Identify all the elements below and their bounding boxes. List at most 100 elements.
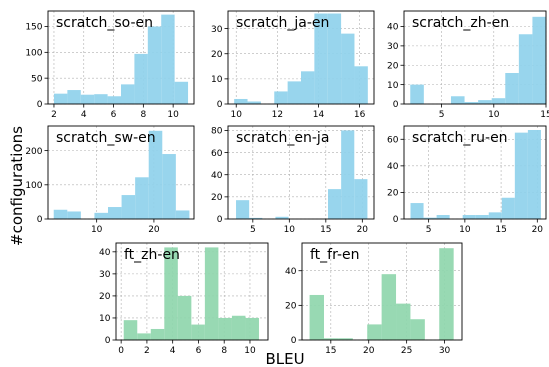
scratch-en-ja-y-tick-label: 80 bbox=[211, 127, 223, 137]
scratch-en-ja-y-tick-label: 40 bbox=[211, 171, 223, 181]
scratch-sw-en-axes-frame bbox=[47, 125, 195, 220]
scratch-zh-en-bar bbox=[532, 16, 546, 104]
ft-zh-en-y-tick-label: 0 bbox=[105, 336, 111, 346]
scratch-ja-en-bar bbox=[327, 13, 342, 104]
scratch-sw-en-bar bbox=[175, 210, 190, 219]
scratch-zh-en-bar bbox=[410, 84, 424, 104]
scratch-en-ja-bar bbox=[236, 200, 250, 219]
ft-fr-en-bar bbox=[323, 338, 339, 340]
panel-ft-zh-en: 0 2 4 6 8 10 0 10 20 30 40 ft_zh-en bbox=[99, 242, 269, 356]
scratch-sw-en-bars bbox=[53, 130, 190, 219]
ft-fr-en-bar bbox=[367, 324, 382, 340]
scratch-ja-en-bar bbox=[301, 71, 315, 104]
ft-fr-en-title: ft_fr-en bbox=[310, 247, 360, 263]
scratch-en-ja-title: scratch_en-ja bbox=[236, 130, 329, 146]
panel-scratch-ja-en: 10 12 14 16 0 10 20 30 scratch_ja-en bbox=[211, 10, 375, 120]
scratch-ru-en-axes-frame bbox=[403, 125, 547, 220]
ft-zh-en-y-tick-label: 30 bbox=[99, 270, 111, 280]
scratch-ru-en-bar bbox=[488, 212, 502, 219]
ft-zh-en-bar bbox=[123, 320, 138, 340]
ft-zh-en-bar bbox=[177, 295, 192, 340]
scratch-so-en-x-tick-label: 10 bbox=[167, 110, 179, 120]
scratch-so-en-x-tick-label: 4 bbox=[81, 110, 87, 120]
scratch-so-en-bar bbox=[94, 94, 108, 104]
scratch-ru-en-title: scratch_ru-en bbox=[412, 130, 508, 146]
scratch-ru-en-x-tick-label: 20 bbox=[532, 225, 544, 235]
scratch-sw-en-bar bbox=[121, 195, 136, 219]
ft-zh-en-x-tick-label: 2 bbox=[144, 346, 150, 356]
scratch-zh-en-bar bbox=[450, 96, 465, 104]
scratch-ru-en-bar bbox=[436, 215, 450, 219]
scratch-ru-en-y-tick-label: 0 bbox=[393, 215, 399, 225]
scratch-so-en-x-tick-label: 6 bbox=[111, 110, 117, 120]
scratch-en-ja-bar bbox=[354, 179, 368, 219]
scratch-so-en-bar bbox=[134, 53, 148, 104]
ft-zh-en-bar bbox=[164, 247, 178, 340]
ft-zh-en-y-tick-label: 20 bbox=[99, 292, 111, 302]
scratch-zh-en-y-tick-label: 30 bbox=[387, 42, 399, 52]
scratch-ru-en-bar bbox=[527, 129, 541, 219]
ft-zh-en-bar bbox=[191, 324, 205, 340]
scratch-ru-en-bar bbox=[423, 217, 437, 219]
ft-fr-en-bar bbox=[439, 248, 454, 340]
scratch-zh-en-y-tick-label: 40 bbox=[387, 23, 399, 33]
scratch-en-ja-x-tick-label: 20 bbox=[357, 225, 369, 235]
scratch-ja-en-bar bbox=[234, 98, 248, 104]
scratch-sw-en-bar bbox=[67, 211, 81, 219]
scratch-ja-en-x-tick-label: 16 bbox=[354, 110, 366, 120]
ft-zh-en-x-tick-label: 0 bbox=[118, 346, 124, 356]
scratch-ja-en-title: scratch_ja-en bbox=[236, 15, 329, 31]
ft-zh-en-bar bbox=[245, 317, 259, 340]
scratch-so-en-bar bbox=[174, 81, 189, 104]
scratch-sw-en-title: scratch_sw-en bbox=[56, 130, 156, 146]
scratch-zh-en-title: scratch_zh-en bbox=[412, 15, 509, 31]
scratch-so-en-y-tick-label: 0 bbox=[37, 100, 43, 110]
panel-scratch-ru-en: 5 10 15 20 0 20 40 60 scratch_ru-en bbox=[387, 125, 547, 235]
scratch-zh-en-bar bbox=[518, 34, 533, 104]
scratch-so-en-title: scratch_so-en bbox=[56, 15, 153, 31]
scratch-zh-en-axes-frame bbox=[403, 10, 547, 105]
scratch-ja-en-bar bbox=[314, 13, 328, 104]
scratch-sw-en-bar bbox=[162, 154, 176, 219]
panel-ft-fr-en: 15 20 25 30 0 20 40 ft_fr-en bbox=[285, 242, 463, 356]
scratch-zh-en-bar bbox=[464, 102, 479, 104]
figure-y-axis-label: #configurations bbox=[8, 126, 26, 246]
ft-zh-en-x-tick-label: 6 bbox=[196, 346, 202, 356]
scratch-ru-en-bars bbox=[410, 129, 541, 219]
scratch-so-en-bar bbox=[107, 96, 121, 104]
scratch-ru-en-bar bbox=[514, 132, 528, 219]
ft-fr-en-bar bbox=[410, 319, 425, 340]
scratch-en-ja-x-tick-label: 5 bbox=[250, 225, 256, 235]
scratch-ja-en-x-tick-label: 12 bbox=[272, 110, 283, 120]
scratch-zh-en-x-tick-label: 15 bbox=[540, 110, 549, 120]
ft-fr-en-y-tick-label: 0 bbox=[291, 336, 297, 346]
ft-fr-en-bars bbox=[309, 248, 454, 340]
scratch-so-en-x-tick-label: 8 bbox=[140, 110, 146, 120]
scratch-ru-en-bar bbox=[462, 215, 476, 219]
scratch-ru-en-bar bbox=[475, 215, 489, 219]
scratch-ru-en-x-tick-label: 15 bbox=[495, 225, 506, 235]
scratch-ja-en-y-tick-label: 30 bbox=[211, 25, 223, 35]
scratch-ja-en-bar bbox=[247, 101, 261, 104]
scratch-so-en-x-tick-label: 2 bbox=[51, 110, 57, 120]
ft-fr-en-bar bbox=[309, 294, 324, 340]
ft-zh-en-bar bbox=[231, 315, 246, 340]
ft-fr-en-x-tick-label: 30 bbox=[439, 346, 451, 356]
panel-scratch-zh-en: 5 10 15 0 10 20 30 40 scratch_zh-en bbox=[387, 10, 549, 120]
ft-zh-en-axes-frame bbox=[115, 242, 269, 341]
scratch-ru-en-x-tick-label: 10 bbox=[459, 225, 471, 235]
scratch-sw-en-bar bbox=[108, 207, 122, 219]
scratch-ja-en-bar bbox=[354, 66, 368, 104]
scratch-zh-en-x-tick-label: 5 bbox=[439, 110, 445, 120]
panel-scratch-en-ja: 5 10 15 20 0 20 40 60 80 scratch_en-ja bbox=[211, 125, 375, 235]
scratch-en-ja-x-tick-label: 10 bbox=[284, 225, 296, 235]
scratch-ja-en-axes-frame bbox=[227, 10, 375, 105]
scratch-ru-en-bar bbox=[410, 203, 424, 219]
scratch-so-en-bar bbox=[53, 93, 68, 104]
scratch-so-en-y-tick-label: 100 bbox=[25, 49, 42, 59]
scratch-ja-en-bar bbox=[341, 33, 355, 104]
scratch-en-ja-bar bbox=[328, 189, 342, 219]
ft-zh-en-bar bbox=[218, 317, 232, 340]
ft-zh-en-x-tick-label: 10 bbox=[244, 346, 256, 356]
